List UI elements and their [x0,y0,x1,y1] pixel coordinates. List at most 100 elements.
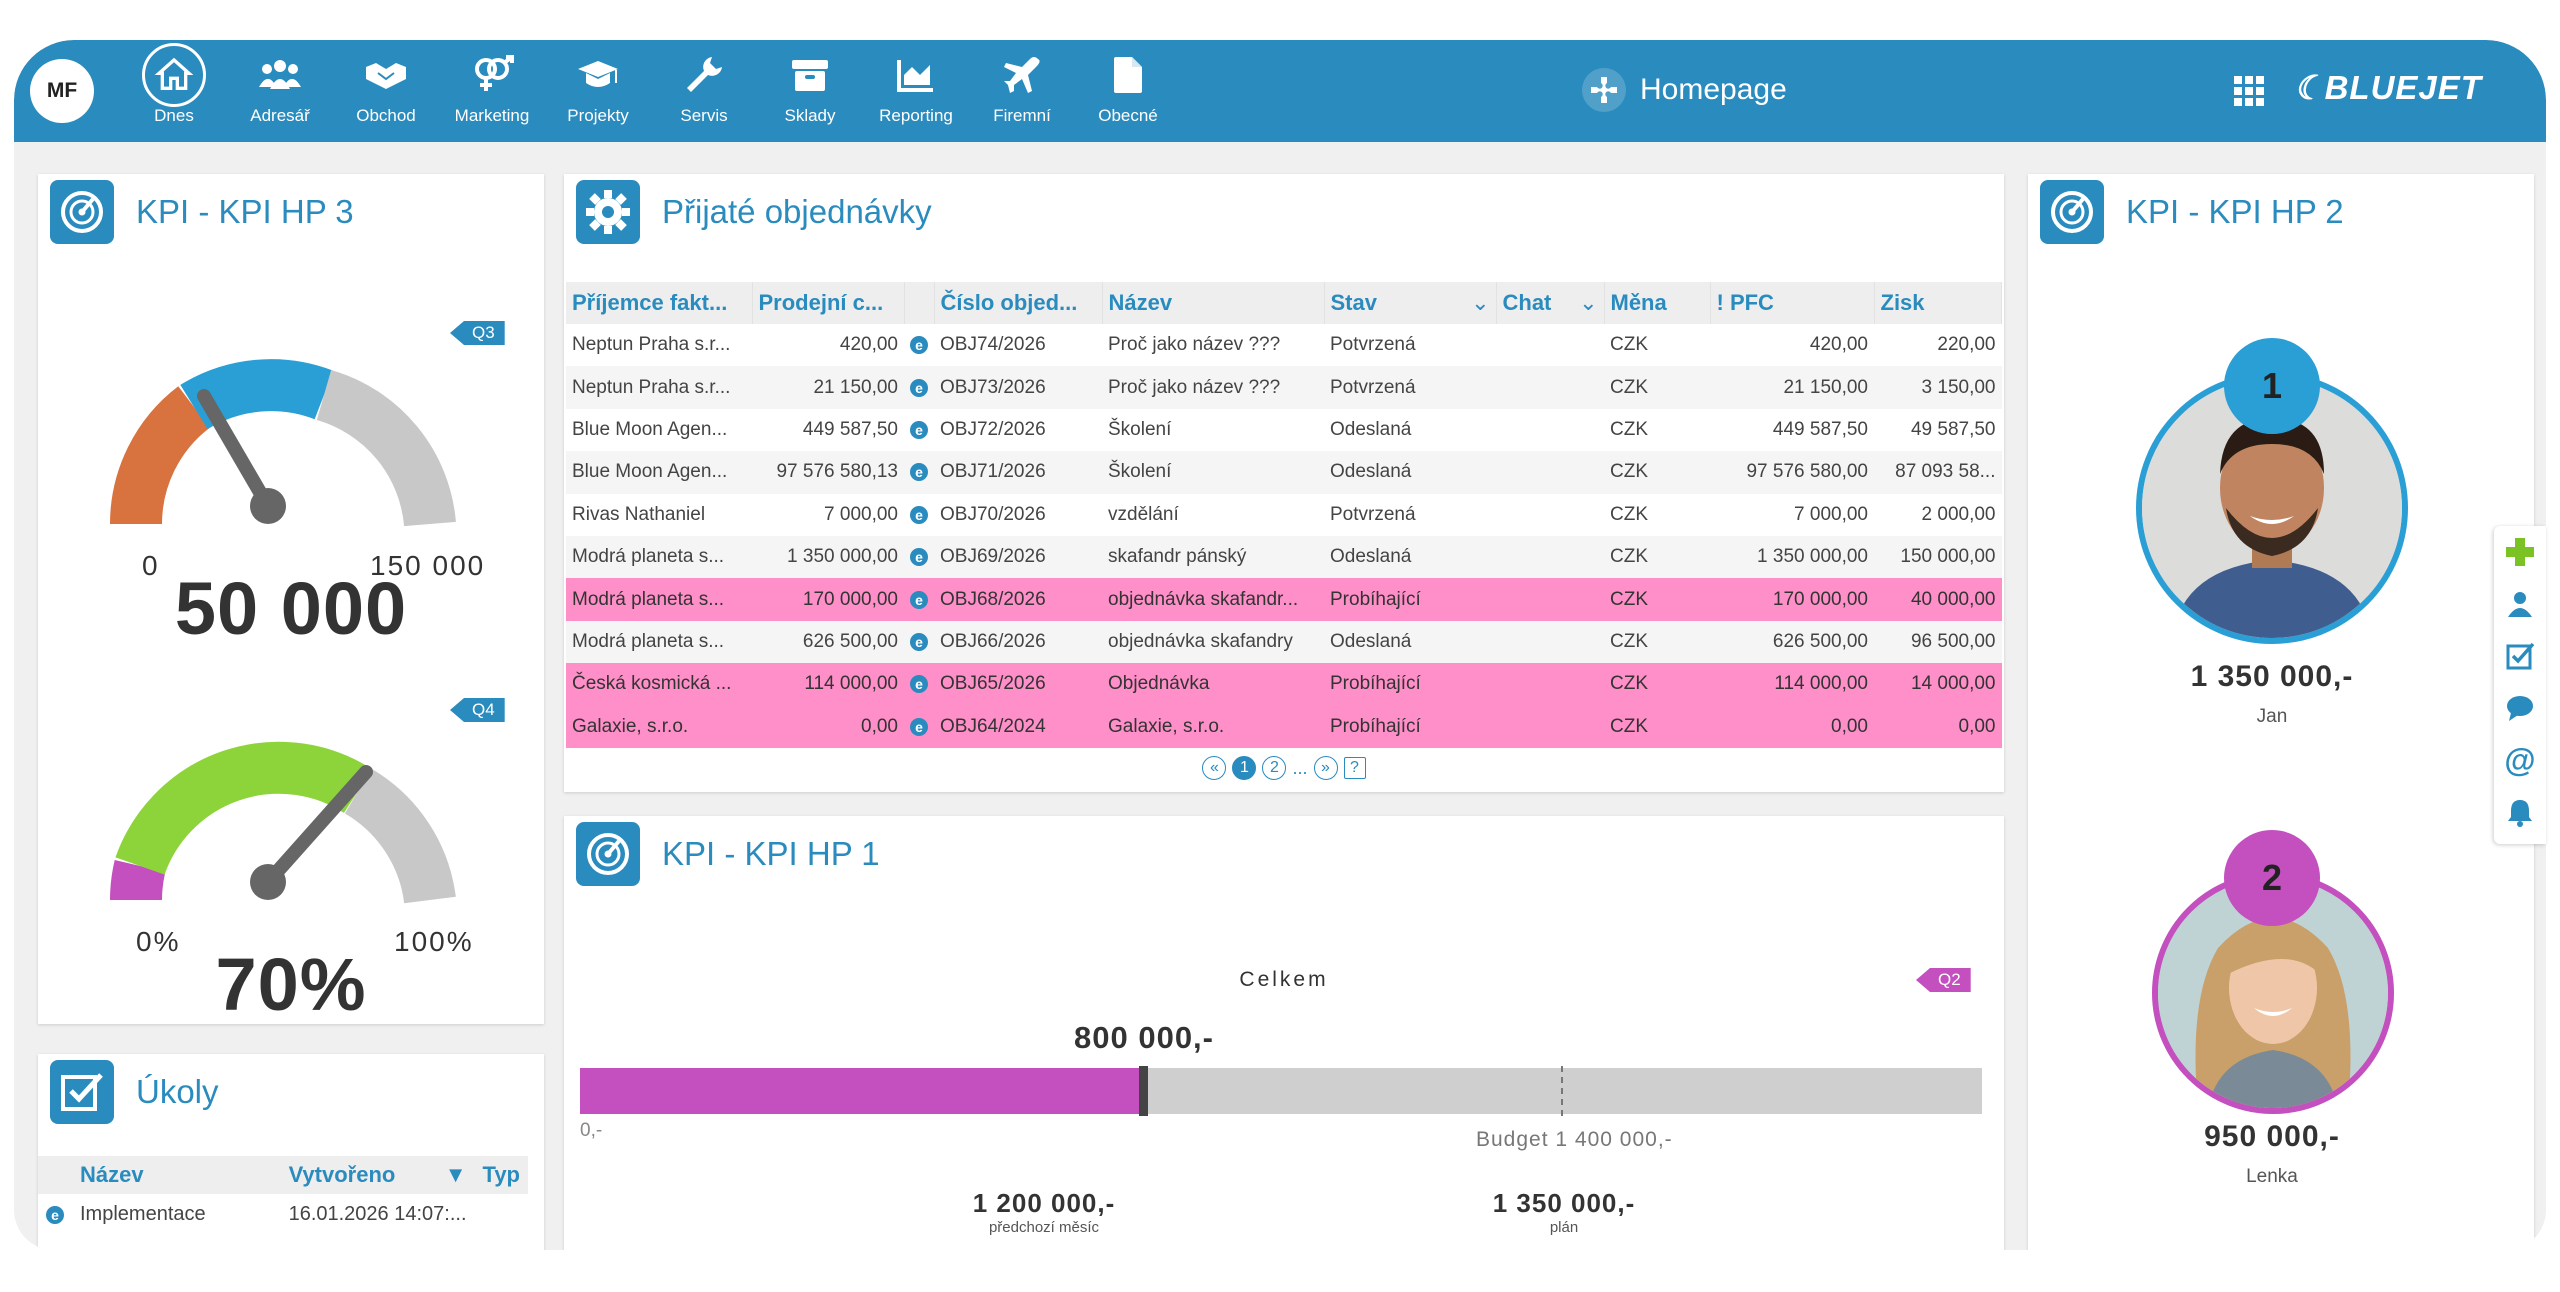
cell-chat [1496,494,1604,536]
entity-link-icon[interactable]: e [910,463,928,482]
quarter-badge: Q4 [450,698,505,722]
entity-link-icon[interactable]: e [910,675,928,694]
table-row[interactable]: Modrá planeta s... 1 350 000,00 e OBJ69/202… [566,535,2002,579]
table-row[interactable]: Blue Moon Agen... 97 576 580,13 e OBJ71/202… [566,451,2002,494]
cell-currency: CZK [1604,366,1710,409]
person-photo-jan [2136,372,2408,644]
add-button[interactable] [2494,526,2546,578]
nav-label: Projekty [567,106,629,125]
cell-recipient: Neptun Praha s.r... [572,334,731,356]
entity-link-icon[interactable]: e [910,717,928,736]
page-2-button[interactable]: 2 [1262,756,1287,780]
col-pfc[interactable]: ! PFC [1710,282,1875,324]
nav-sklady[interactable]: Sklady [760,48,860,138]
table-row[interactable]: Neptun Praha s.r... 420,00 e OBJ74/2026 Proč… [566,324,2002,366]
speedometer-icon [50,180,114,244]
gauge-max: 150 000 [370,550,486,581]
table-row[interactable]: e Implementace 16.01.2026 14:07:... [38,1194,528,1234]
graduation-cap-icon [571,48,625,102]
nav-servis[interactable]: Servis [654,48,754,138]
entity-link-icon[interactable]: e [910,548,928,567]
table-row[interactable]: Česká kosmická ... 114 000,00 e OBJ65/2026 O… [566,663,2002,706]
nav-projekty[interactable]: Projekty [548,48,648,138]
cell-pfc: 170 000,00 [1710,578,1874,621]
user-avatar[interactable]: MF [30,59,94,123]
home-icon [142,43,206,107]
cell-price: 21 150,00 [752,366,904,409]
nav-adresar[interactable]: Adresář [230,48,330,138]
nav-marketing[interactable]: Marketing [442,48,542,138]
col-number[interactable]: Číslo objed... [934,282,1103,324]
cell-recipient: Česká kosmická ... [566,663,752,706]
col-typ[interactable]: Typ [474,1156,528,1194]
col-profit[interactable]: Zisk [1874,282,2002,324]
col-state[interactable]: Stav ⌄ [1324,282,1497,324]
filter-chevron-icon[interactable]: ⌄ [1579,290,1598,315]
cell-name: Školení [1108,418,1172,440]
entity-link-icon[interactable]: e [910,420,928,439]
bar-value: 800 000,- [1074,1020,1214,1055]
col-vytvoreno[interactable]: Vytvořeno ▼ [280,1156,475,1194]
table-row[interactable]: Neptun Praha s.r... 21 150,00 e OBJ73/2026 P… [566,366,2002,409]
table-row[interactable]: Blue Moon Agen... 449 587,50 e OBJ72/2026 Šk… [566,409,2002,451]
entity-link-icon[interactable]: e [910,632,928,651]
nav-firemni[interactable]: Firemní [972,48,1072,138]
cell-price: 420,00 [839,334,898,356]
cell-profit: 3 150,00 [1874,366,2002,409]
cell-pfc: 7 000,00 [1794,503,1868,525]
top-bar: MF Dnes Adresář Obchod Marketing [14,40,2546,142]
last-page-button[interactable]: » [1313,756,1338,780]
table-row[interactable]: Modrá planeta s... 170 000,00 e OBJ68/2026 o… [566,578,2002,621]
col-name[interactable]: Název [1102,282,1325,324]
nav-reporting[interactable]: Reporting [866,48,966,138]
cell-recipient: Blue Moon Agen... [566,451,752,494]
contacts-button[interactable] [2494,578,2546,630]
nav-obchod[interactable]: Obchod [336,48,436,138]
cell-number: OBJ64/2024 [934,705,1102,748]
nav-dnes[interactable]: Dnes [124,43,224,138]
entity-link-icon[interactable]: e [910,336,928,355]
email-button[interactable]: @ [2494,734,2546,786]
entity-link-icon[interactable]: e [910,505,928,524]
cell-link: e [904,366,934,409]
table-row[interactable]: Rivas Nathaniel 7 000,00 e OBJ70/2026 vzdělá… [566,494,2002,536]
chat-button[interactable] [2494,682,2546,734]
card-header: KPI - KPI HP 2 [2040,174,2344,250]
tasks-button[interactable] [2494,630,2546,682]
table-row[interactable]: Galaxie, s.r.o. 0,00 e OBJ64/2024 Galaxie, s… [566,705,2002,748]
cell-price: 7 000,00 [824,503,898,525]
cell-price: 626 500,00 [752,620,904,664]
cell-chat [1496,663,1604,706]
filter-chevron-icon[interactable]: ⌄ [1471,290,1490,315]
checkbox-icon [2506,642,2535,670]
nav-obecne[interactable]: Obecné [1078,48,1178,138]
cell-link: e [904,663,934,706]
page-1-button[interactable]: 1 [1232,756,1257,780]
col-chat[interactable]: Chat ⌄ [1496,282,1605,324]
stat-value: 1 200 000,- [972,1188,1116,1218]
entity-link-icon[interactable]: e [910,590,928,609]
cell-chat [1496,451,1604,494]
col-price[interactable]: Prodejní c... [752,282,905,324]
cell-number: OBJ65/2026 [934,663,1102,706]
col-recipient[interactable]: Příjemce fakt... [566,282,753,324]
col-currency[interactable]: Měna [1604,282,1711,324]
cell-number: OBJ68/2026 [934,578,1102,621]
axis-zero: 0,- [580,1120,603,1141]
col-nazev[interactable]: Název [72,1156,281,1194]
cell-currency: CZK [1610,418,1648,440]
apps-grid-icon[interactable] [2232,74,2266,113]
table-row[interactable]: Modrá planeta s... 626 500,00 e OBJ66/2026 o… [566,620,2002,664]
entity-link-icon[interactable]: e [46,1205,64,1224]
cell-pfc: 114 000,00 [1710,663,1874,706]
nav-label: Sklady [784,106,836,125]
cell-name: Proč jako název ??? [1108,334,1281,356]
card-header: Úkoly [50,1054,219,1130]
gauge-min: 0% [136,926,181,957]
notifications-button[interactable] [2494,786,2546,838]
first-page-button[interactable]: « [1202,756,1227,780]
cell-chat [1496,366,1604,409]
entity-link-icon[interactable]: e [910,378,928,397]
help-button[interactable]: ? [1343,757,1366,779]
cell-state: Potvrzená [1324,366,1496,409]
